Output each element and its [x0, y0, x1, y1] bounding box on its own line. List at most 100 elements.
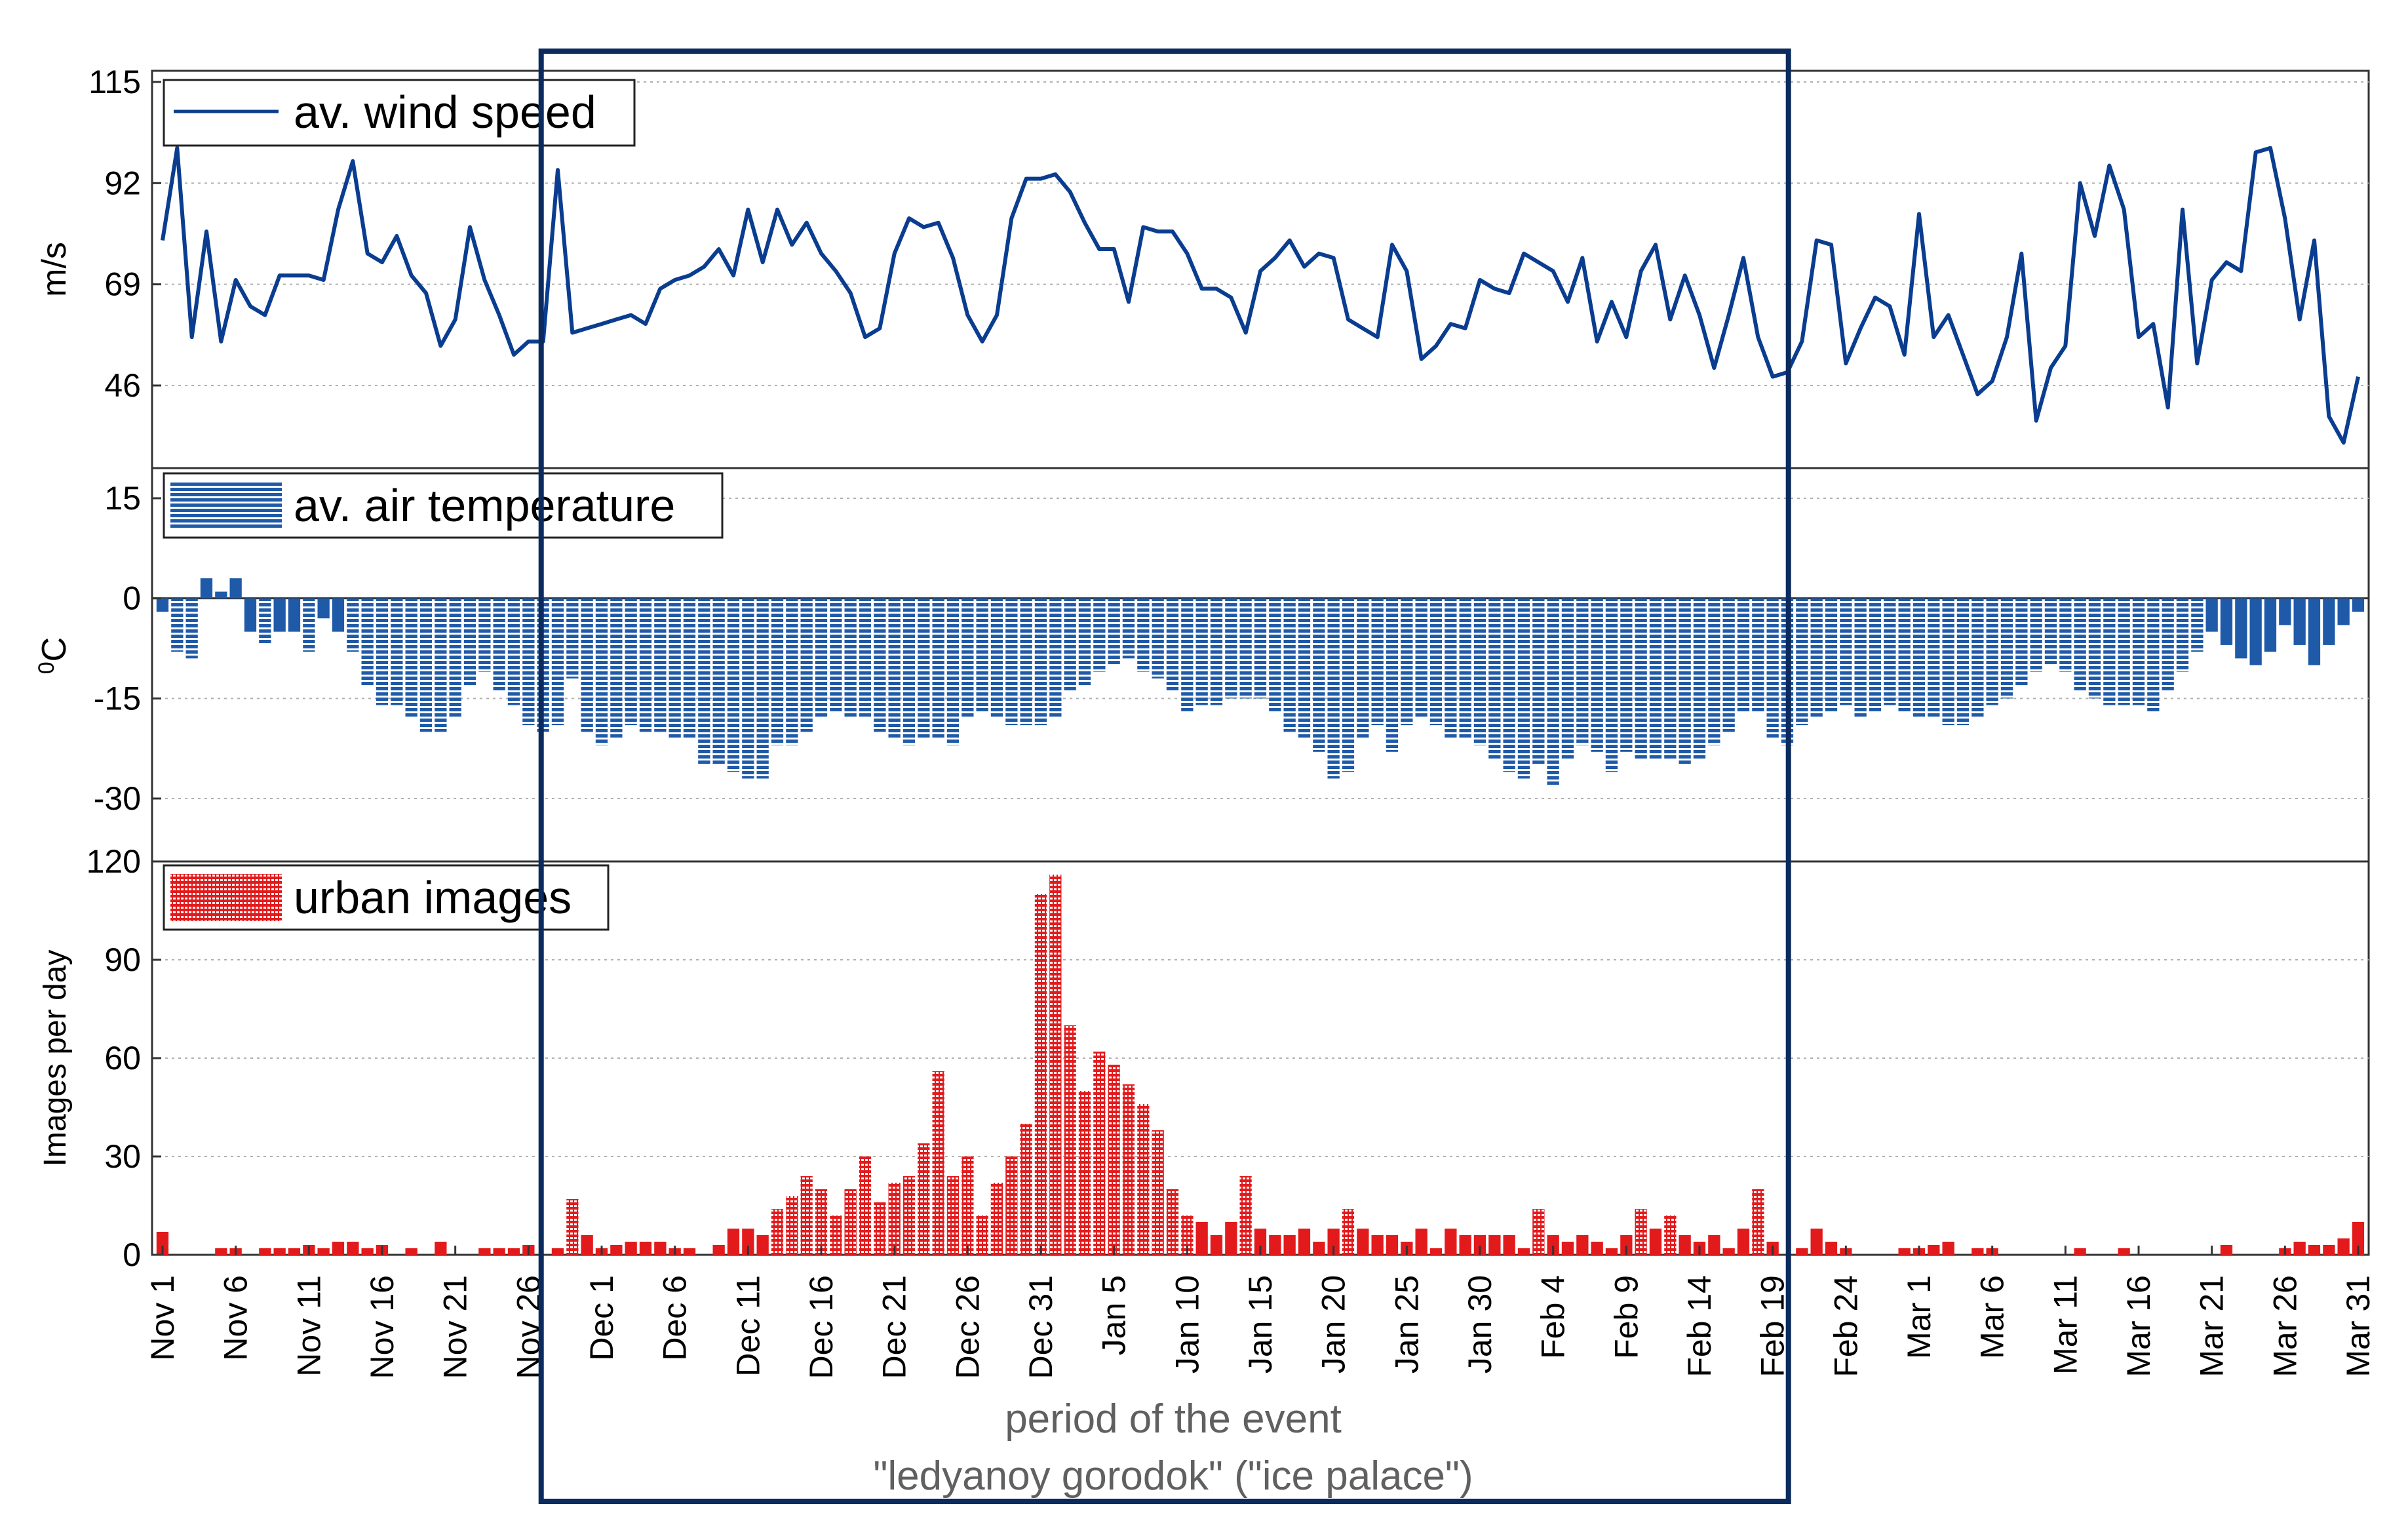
images-bar [566, 1199, 579, 1255]
images-bar [1049, 875, 1062, 1255]
temperature-bar [2308, 598, 2321, 665]
images-bar [1503, 1235, 1515, 1255]
temperature-bar [932, 598, 944, 739]
temperature-legend-swatch [170, 482, 282, 529]
temperature-bar [1415, 598, 1427, 719]
temperature-bar [756, 598, 769, 779]
event-caption-line2: "ledyanoy gorodok" ("ice palace") [873, 1453, 1473, 1499]
images-bar [990, 1183, 1003, 1255]
temperature-bar [493, 598, 505, 692]
images-bar [493, 1248, 505, 1255]
images-bar [786, 1196, 798, 1255]
temperature-bar [2059, 598, 2072, 672]
images-legend: urban images [163, 864, 610, 931]
temperature-bar [1298, 598, 1311, 739]
images-bar [815, 1189, 828, 1255]
temperature-bar [698, 598, 710, 766]
images-bar [1605, 1248, 1618, 1255]
temperature-bar [1971, 598, 1984, 719]
temperature-bar [961, 598, 974, 719]
images-bar [332, 1242, 345, 1255]
images-bar [581, 1235, 593, 1255]
temperature-bar [976, 598, 988, 712]
temperature-bar [1137, 598, 1150, 672]
temperature-bar [859, 598, 872, 719]
temperature-bar [990, 598, 1003, 719]
x-tick-label: Nov 16 [364, 1275, 400, 1379]
temperature-bar [1093, 598, 1106, 672]
temperature-bar [1737, 598, 1750, 712]
x-tick-label: Mar 16 [2120, 1275, 2157, 1377]
temperature-bar [2162, 598, 2174, 692]
x-tick-label: Mar 1 [1901, 1275, 1937, 1359]
images-bar [1093, 1052, 1106, 1255]
temperature-bar [2235, 598, 2247, 659]
images-bar [1517, 1248, 1530, 1255]
images-bar [507, 1248, 520, 1255]
temperature-bar [1181, 598, 1194, 712]
temperature-bar [2279, 598, 2291, 625]
images-bar [1547, 1235, 1559, 1255]
images-bar [273, 1248, 286, 1255]
temperature-bar [2103, 598, 2116, 705]
x-tick-label: Jan 30 [1462, 1275, 1498, 1373]
x-tick-label: Dec 1 [583, 1275, 620, 1361]
images-bar [1664, 1215, 1677, 1255]
temperature-bar [405, 598, 418, 719]
temperature-bar [435, 598, 447, 732]
temperature-bar [566, 598, 579, 679]
x-tick-label: Jan 25 [1388, 1275, 1425, 1373]
y-tick-label: 120 [87, 843, 141, 880]
temperature-bar [639, 598, 652, 732]
temperature-bar [347, 598, 359, 652]
images-bar [1210, 1235, 1223, 1255]
temperature-bar [2015, 598, 2028, 685]
temperature-bar [215, 591, 227, 599]
temperature-bar [1693, 598, 1706, 759]
x-tick-label: Feb 9 [1608, 1275, 1644, 1359]
x-tick-label: Jan 15 [1242, 1275, 1279, 1373]
images-bar [2293, 1242, 2306, 1255]
temperature-bar [2293, 598, 2306, 645]
temperature-unit-degree: 0 [34, 661, 59, 674]
temperature-bar [1459, 598, 1471, 739]
y-tick-label: 15 [104, 480, 141, 517]
temperature-bar [1679, 598, 1691, 766]
temperature-bar [507, 598, 520, 705]
temperature-bar [786, 598, 798, 745]
temperature-bar [1576, 598, 1589, 745]
temperature-bar [1591, 598, 1603, 752]
y-tick-label: 115 [88, 64, 141, 100]
temperature-bar [376, 598, 389, 705]
temperature-bar [1166, 598, 1179, 692]
temperature-bar [1605, 598, 1618, 772]
temperature-bar [1429, 598, 1443, 726]
images-bar [610, 1245, 623, 1255]
temperature-unit-letter: C [35, 637, 73, 662]
images-bar [361, 1248, 374, 1255]
temperature-bar [595, 598, 608, 745]
temperature-bar [1195, 598, 1208, 705]
images-bar [1298, 1229, 1311, 1255]
images-bar [1195, 1222, 1208, 1255]
images-bar [1722, 1248, 1735, 1255]
temperature-bar [463, 598, 476, 685]
temperature-bar [185, 598, 198, 659]
temperature-bar [1313, 598, 1325, 752]
images-bar [918, 1143, 930, 1255]
temperature-bar [2337, 598, 2350, 625]
images-bar [551, 1248, 564, 1255]
temperature-bar [654, 598, 667, 732]
temperature-bar [581, 598, 593, 732]
images-bar [1034, 894, 1047, 1255]
images-bar [1313, 1242, 1325, 1255]
temperature-bar [1825, 598, 1838, 712]
temperature-bar [244, 598, 257, 632]
images-bar [961, 1156, 974, 1255]
temperature-bar [1722, 598, 1735, 732]
images-bar [874, 1202, 886, 1255]
y-tick-label: 69 [104, 266, 141, 303]
images-bar [1181, 1215, 1194, 1255]
temperature-bar [712, 598, 725, 766]
images-bar [405, 1248, 418, 1255]
